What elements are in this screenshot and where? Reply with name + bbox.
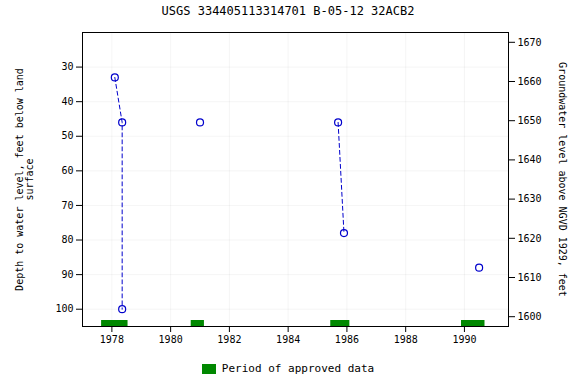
- svg-text:1650: 1650: [518, 115, 542, 126]
- svg-text:1980: 1980: [159, 334, 183, 345]
- svg-text:1640: 1640: [518, 154, 542, 165]
- svg-text:1630: 1630: [518, 193, 542, 204]
- svg-text:1986: 1986: [335, 334, 359, 345]
- svg-text:40: 40: [61, 96, 73, 107]
- svg-text:1610: 1610: [518, 272, 542, 283]
- svg-text:50: 50: [61, 130, 73, 141]
- svg-text:1620: 1620: [518, 233, 542, 244]
- svg-text:100: 100: [55, 303, 73, 314]
- svg-text:Depth to water level, feet bel: Depth to water level, feet below landsur…: [14, 68, 35, 291]
- svg-text:70: 70: [61, 200, 73, 211]
- svg-text:1988: 1988: [394, 334, 418, 345]
- svg-text:60: 60: [61, 165, 73, 176]
- svg-text:80: 80: [61, 234, 73, 245]
- svg-text:30: 30: [61, 61, 73, 72]
- svg-text:1660: 1660: [518, 76, 542, 87]
- svg-text:1984: 1984: [276, 334, 300, 345]
- html-text:USGS 334405113314701 B-05-12 3: USGS 334405113314701 B-05-12 32ACB2: [161, 4, 415, 18]
- svg-text:Groundwater level above NGVD 1: Groundwater level above NGVD 1929, feet: [557, 62, 568, 297]
- svg-text:90: 90: [61, 269, 73, 280]
- svg-text:1670: 1670: [518, 37, 542, 48]
- svg-text:1990: 1990: [452, 334, 476, 345]
- svg-text:1978: 1978: [100, 334, 124, 345]
- svg-text:1982: 1982: [217, 334, 241, 345]
- html-text:Period of approved data: Period of approved data: [221, 362, 375, 375]
- svg-text:1600: 1600: [518, 311, 542, 322]
